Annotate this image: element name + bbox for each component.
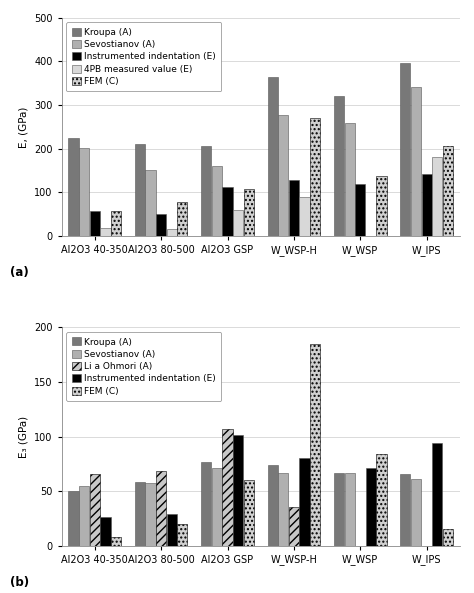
Bar [100,517,110,546]
Bar [111,211,121,236]
Bar [366,468,376,546]
Bar [244,189,254,236]
Bar [222,187,233,236]
Bar [167,229,177,236]
Bar [201,461,211,546]
Bar [411,479,421,546]
Bar [432,157,442,236]
Bar [156,471,166,546]
Bar [233,210,243,236]
Bar [400,63,410,236]
Bar [100,228,110,236]
Bar [111,537,121,546]
Bar [376,454,387,546]
Bar [90,474,100,546]
Bar [146,483,155,546]
Bar [90,211,100,236]
Legend: Kroupa (A), Sevostianov (A), Instrumented indentation (E), 4PB measured value (E: Kroupa (A), Sevostianov (A), Instrumente… [66,23,221,91]
Bar [244,480,254,546]
Bar [289,180,299,236]
Bar [156,214,166,236]
Bar [233,435,243,546]
Bar [146,170,155,236]
Bar [400,474,410,546]
Bar [201,146,211,236]
Bar [167,514,177,546]
Bar [443,529,453,546]
Bar [355,184,365,236]
Bar [79,486,89,546]
Bar [310,344,320,546]
Bar [177,524,188,546]
Bar [345,473,355,546]
Bar [345,123,355,236]
Bar [177,202,188,236]
Bar [300,197,310,236]
Bar [267,465,278,546]
Bar [334,473,344,546]
Bar [135,144,145,236]
Bar [289,508,299,546]
Bar [278,114,288,236]
Bar [222,429,233,546]
Text: (b): (b) [10,576,29,589]
Bar [135,482,145,546]
Bar [278,473,288,546]
Legend: Kroupa (A), Sevostianov (A), Li a Ohmori (A), Instrumented indentation (E), FEM : Kroupa (A), Sevostianov (A), Li a Ohmori… [66,332,221,401]
Y-axis label: E₃ (GPa): E₃ (GPa) [18,416,28,458]
Bar [212,166,222,236]
Bar [421,174,432,236]
Bar [411,87,421,236]
Bar [432,443,442,546]
Bar [212,468,222,546]
Bar [68,491,79,546]
Bar [300,458,310,546]
Bar [334,96,344,236]
Bar [267,76,278,236]
Bar [79,148,89,236]
Bar [310,118,320,236]
Bar [68,138,79,236]
Bar [376,176,387,236]
Bar [443,146,453,236]
Text: (a): (a) [10,266,28,279]
Y-axis label: E, (GPa): E, (GPa) [18,106,28,148]
